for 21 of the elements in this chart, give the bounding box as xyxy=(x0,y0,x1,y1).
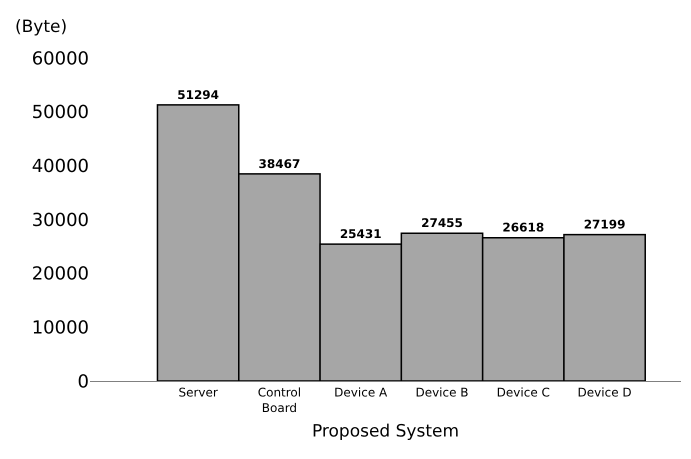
data-label: 27455 xyxy=(421,216,463,230)
data-label: 27199 xyxy=(584,218,626,232)
x-axis-title: Proposed System xyxy=(312,421,460,442)
data-label: 25431 xyxy=(340,227,382,242)
x-tick-label: Device A xyxy=(334,385,388,400)
x-tick-label: Server xyxy=(178,385,218,400)
y-tick-label: 10000 xyxy=(32,317,89,338)
x-tick-label: Device B xyxy=(415,385,469,400)
y-tick-label: 50000 xyxy=(32,102,89,124)
y-tick-label: 60000 xyxy=(32,48,89,70)
x-tick-label: Control Board xyxy=(258,385,302,415)
data-label: 51294 xyxy=(177,88,219,102)
x-tick-label: Device C xyxy=(496,385,550,400)
y-tick-label: 20000 xyxy=(32,264,89,285)
y-tick-label: 40000 xyxy=(32,156,89,177)
y-tick-label: 30000 xyxy=(32,210,89,231)
y-tick-label: 0 xyxy=(78,371,89,392)
data-label: 26618 xyxy=(502,220,544,235)
y-axis-title: (Byte) xyxy=(15,17,68,37)
data-label: 38467 xyxy=(258,156,300,171)
x-tick-label: Device D xyxy=(578,385,632,400)
